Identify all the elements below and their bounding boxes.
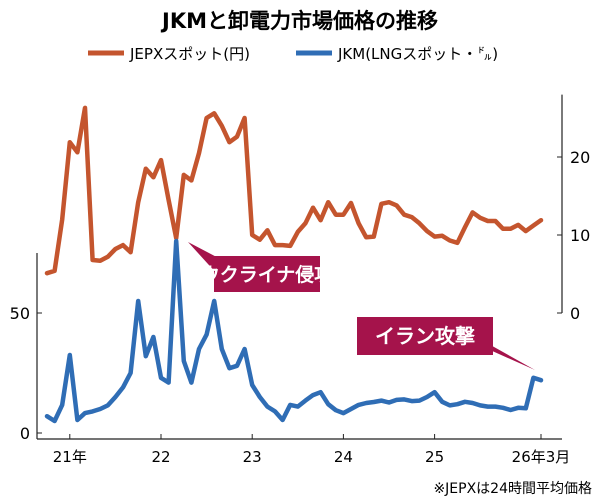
legend-label-jepx: JEPXスポット(円) xyxy=(129,45,250,63)
chart-title: JKMと卸電力市場価格の推移 xyxy=(160,9,438,33)
legend-label-jkm: JKM(LNGスポット・㌦) xyxy=(337,45,498,63)
right-axis-tick-label: 20 xyxy=(570,148,590,167)
callout-box-ukraine xyxy=(214,256,320,292)
callout-box-iran xyxy=(357,317,493,355)
legend: JEPXスポット(円) JKM(LNGスポット・㌦) xyxy=(88,45,498,63)
x-axis-tick-label: 24 xyxy=(334,448,353,466)
callout-label-ukraine: ウクライナ侵攻 xyxy=(201,263,335,286)
x-axis-tick-label: 26年3月 xyxy=(512,448,571,466)
left-axis-tick-label: 0 xyxy=(20,424,30,443)
jkm-line xyxy=(44,238,544,424)
x-axis-tick-label: 21年 xyxy=(53,448,87,466)
x-axis-tick-label: 23 xyxy=(243,448,262,466)
x-axis-tick-label: 25 xyxy=(425,448,444,466)
left-axis-tick-label: 50 xyxy=(10,304,30,323)
right-axis-tick-label: 0 xyxy=(570,304,580,323)
footnote: ※JEPXは24時間平均価格 xyxy=(433,481,592,497)
callout-label-iran: イラン攻撃 xyxy=(375,324,475,348)
right-axis-tick-label: 10 xyxy=(570,226,590,245)
x-axis-tick-label: 22 xyxy=(151,448,170,466)
jepx-line xyxy=(44,105,544,276)
